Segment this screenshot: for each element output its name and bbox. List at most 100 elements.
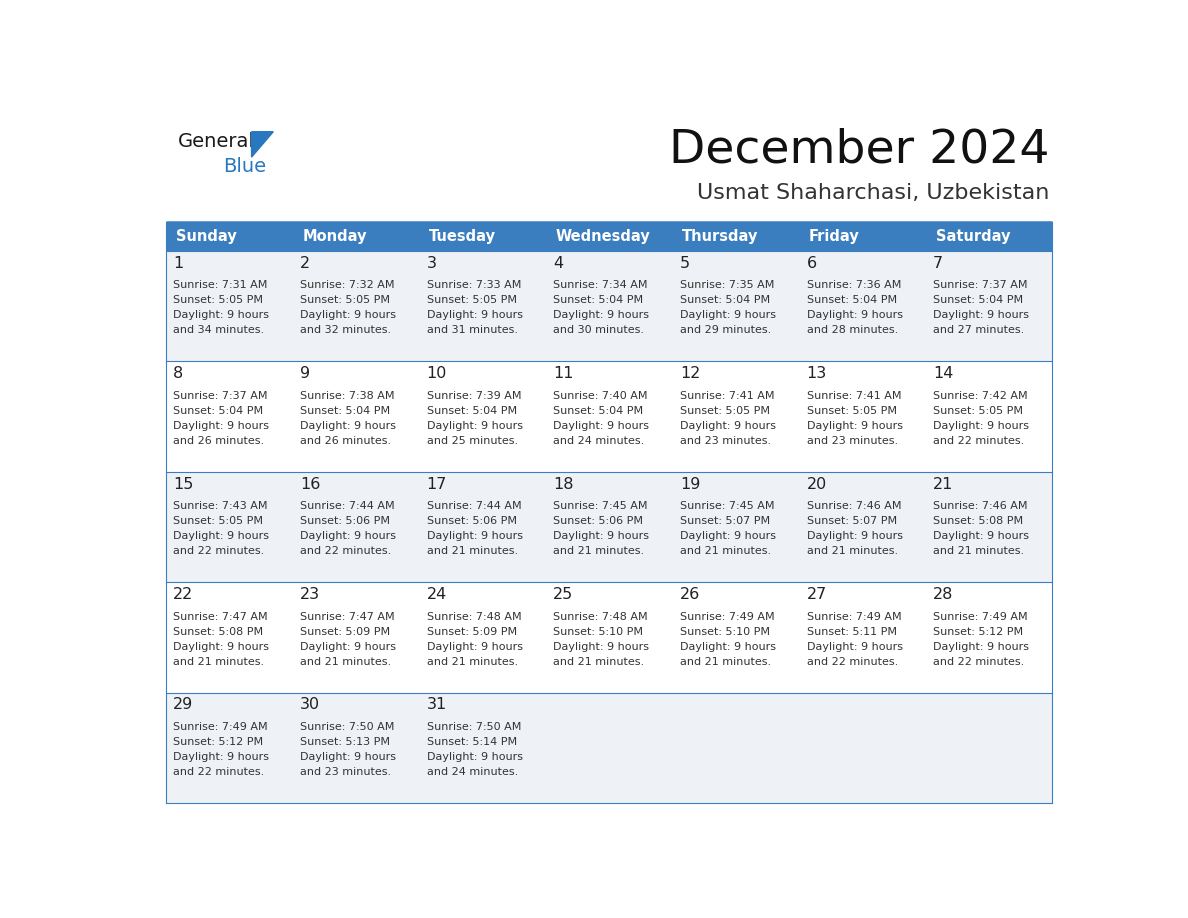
Bar [165,222,1053,251]
Text: Sunrise: 7:37 AM: Sunrise: 7:37 AM [934,280,1028,290]
Text: Daylight: 9 hours: Daylight: 9 hours [299,310,396,320]
Text: Sunrise: 7:41 AM: Sunrise: 7:41 AM [807,391,901,401]
Text: Sunrise: 7:33 AM: Sunrise: 7:33 AM [426,280,522,290]
Text: Daylight: 9 hours: Daylight: 9 hours [299,642,396,652]
Text: and 24 minutes.: and 24 minutes. [554,436,645,446]
Text: December 2024: December 2024 [669,127,1050,172]
Text: and 27 minutes.: and 27 minutes. [934,325,1024,335]
Text: Wednesday: Wednesday [556,229,650,244]
Text: Sunset: 5:04 PM: Sunset: 5:04 PM [426,406,517,416]
Text: and 29 minutes.: and 29 minutes. [680,325,771,335]
Text: 25: 25 [554,587,574,602]
Text: Sunrise: 7:46 AM: Sunrise: 7:46 AM [807,501,901,511]
Bar [165,222,1053,803]
Text: Sunrise: 7:32 AM: Sunrise: 7:32 AM [299,280,394,290]
Text: and 21 minutes.: and 21 minutes. [934,546,1024,556]
Text: and 21 minutes.: and 21 minutes. [426,656,518,666]
Text: Daylight: 9 hours: Daylight: 9 hours [807,532,903,542]
Text: 9: 9 [299,366,310,381]
Bar [165,693,1053,803]
Text: Friday: Friday [809,229,860,244]
Text: 10: 10 [426,366,447,381]
Text: Sunrise: 7:49 AM: Sunrise: 7:49 AM [680,611,775,621]
Text: Sunset: 5:07 PM: Sunset: 5:07 PM [807,516,897,526]
Text: and 21 minutes.: and 21 minutes. [173,656,265,666]
Text: Daylight: 9 hours: Daylight: 9 hours [426,642,523,652]
Text: Daylight: 9 hours: Daylight: 9 hours [299,420,396,431]
Text: 7: 7 [934,256,943,271]
Text: Sunset: 5:05 PM: Sunset: 5:05 PM [680,406,770,416]
Text: Tuesday: Tuesday [429,229,495,244]
Text: Sunrise: 7:31 AM: Sunrise: 7:31 AM [173,280,267,290]
Text: and 22 minutes.: and 22 minutes. [934,436,1024,446]
Text: 6: 6 [807,256,816,271]
Text: Usmat Shaharchasi, Uzbekistan: Usmat Shaharchasi, Uzbekistan [697,184,1050,203]
Text: 28: 28 [934,587,954,602]
Text: and 28 minutes.: and 28 minutes. [807,325,898,335]
Bar [165,362,1053,472]
Text: Sunrise: 7:49 AM: Sunrise: 7:49 AM [934,611,1028,621]
Text: and 25 minutes.: and 25 minutes. [426,436,518,446]
Text: and 22 minutes.: and 22 minutes. [934,656,1024,666]
Text: Daylight: 9 hours: Daylight: 9 hours [680,420,776,431]
Text: 13: 13 [807,366,827,381]
Text: 19: 19 [680,476,700,491]
Text: General: General [178,131,254,151]
Text: Sunday: Sunday [176,229,236,244]
Polygon shape [252,131,273,157]
Text: Daylight: 9 hours: Daylight: 9 hours [554,420,650,431]
Text: Sunrise: 7:39 AM: Sunrise: 7:39 AM [426,391,522,401]
Text: Daylight: 9 hours: Daylight: 9 hours [680,310,776,320]
Text: Sunrise: 7:50 AM: Sunrise: 7:50 AM [299,722,394,732]
Text: 27: 27 [807,587,827,602]
Text: Sunset: 5:12 PM: Sunset: 5:12 PM [173,737,264,747]
Text: Sunset: 5:05 PM: Sunset: 5:05 PM [934,406,1023,416]
Text: Sunset: 5:04 PM: Sunset: 5:04 PM [554,406,644,416]
Text: Thursday: Thursday [682,229,759,244]
Text: 30: 30 [299,698,320,712]
Text: Daylight: 9 hours: Daylight: 9 hours [426,420,523,431]
Text: Sunrise: 7:49 AM: Sunrise: 7:49 AM [807,611,902,621]
Text: Daylight: 9 hours: Daylight: 9 hours [554,310,650,320]
Text: and 34 minutes.: and 34 minutes. [173,325,265,335]
Text: 5: 5 [680,256,690,271]
Text: 14: 14 [934,366,954,381]
Text: Daylight: 9 hours: Daylight: 9 hours [426,310,523,320]
Text: Sunset: 5:08 PM: Sunset: 5:08 PM [934,516,1023,526]
Text: 24: 24 [426,587,447,602]
Text: and 21 minutes.: and 21 minutes. [807,546,898,556]
Text: Sunrise: 7:45 AM: Sunrise: 7:45 AM [554,501,647,511]
Text: Sunset: 5:04 PM: Sunset: 5:04 PM [807,296,897,306]
Text: 21: 21 [934,476,954,491]
Text: Daylight: 9 hours: Daylight: 9 hours [173,420,270,431]
Text: Sunrise: 7:42 AM: Sunrise: 7:42 AM [934,391,1028,401]
Text: Daylight: 9 hours: Daylight: 9 hours [807,310,903,320]
Text: 11: 11 [554,366,574,381]
Text: Daylight: 9 hours: Daylight: 9 hours [934,420,1029,431]
Text: 23: 23 [299,587,320,602]
Text: Daylight: 9 hours: Daylight: 9 hours [173,310,270,320]
Text: Sunset: 5:04 PM: Sunset: 5:04 PM [299,406,390,416]
Text: Sunset: 5:05 PM: Sunset: 5:05 PM [426,296,517,306]
Text: and 22 minutes.: and 22 minutes. [299,546,391,556]
Text: 17: 17 [426,476,447,491]
Text: and 21 minutes.: and 21 minutes. [554,546,644,556]
Text: Blue: Blue [223,157,266,176]
Text: Sunset: 5:13 PM: Sunset: 5:13 PM [299,737,390,747]
Text: Sunrise: 7:50 AM: Sunrise: 7:50 AM [426,722,522,732]
Text: Sunrise: 7:35 AM: Sunrise: 7:35 AM [680,280,775,290]
Text: Sunrise: 7:45 AM: Sunrise: 7:45 AM [680,501,775,511]
Text: Sunset: 5:04 PM: Sunset: 5:04 PM [173,406,264,416]
Text: Daylight: 9 hours: Daylight: 9 hours [680,642,776,652]
Text: Sunrise: 7:43 AM: Sunrise: 7:43 AM [173,501,267,511]
Text: Daylight: 9 hours: Daylight: 9 hours [173,532,270,542]
Text: Sunset: 5:05 PM: Sunset: 5:05 PM [807,406,897,416]
Text: Daylight: 9 hours: Daylight: 9 hours [299,532,396,542]
Text: and 21 minutes.: and 21 minutes. [680,546,771,556]
Text: and 24 minutes.: and 24 minutes. [426,767,518,777]
Text: Saturday: Saturday [936,229,1010,244]
Text: Sunset: 5:07 PM: Sunset: 5:07 PM [680,516,770,526]
Text: 29: 29 [173,698,194,712]
Text: Daylight: 9 hours: Daylight: 9 hours [173,752,270,762]
Text: and 22 minutes.: and 22 minutes. [173,767,265,777]
